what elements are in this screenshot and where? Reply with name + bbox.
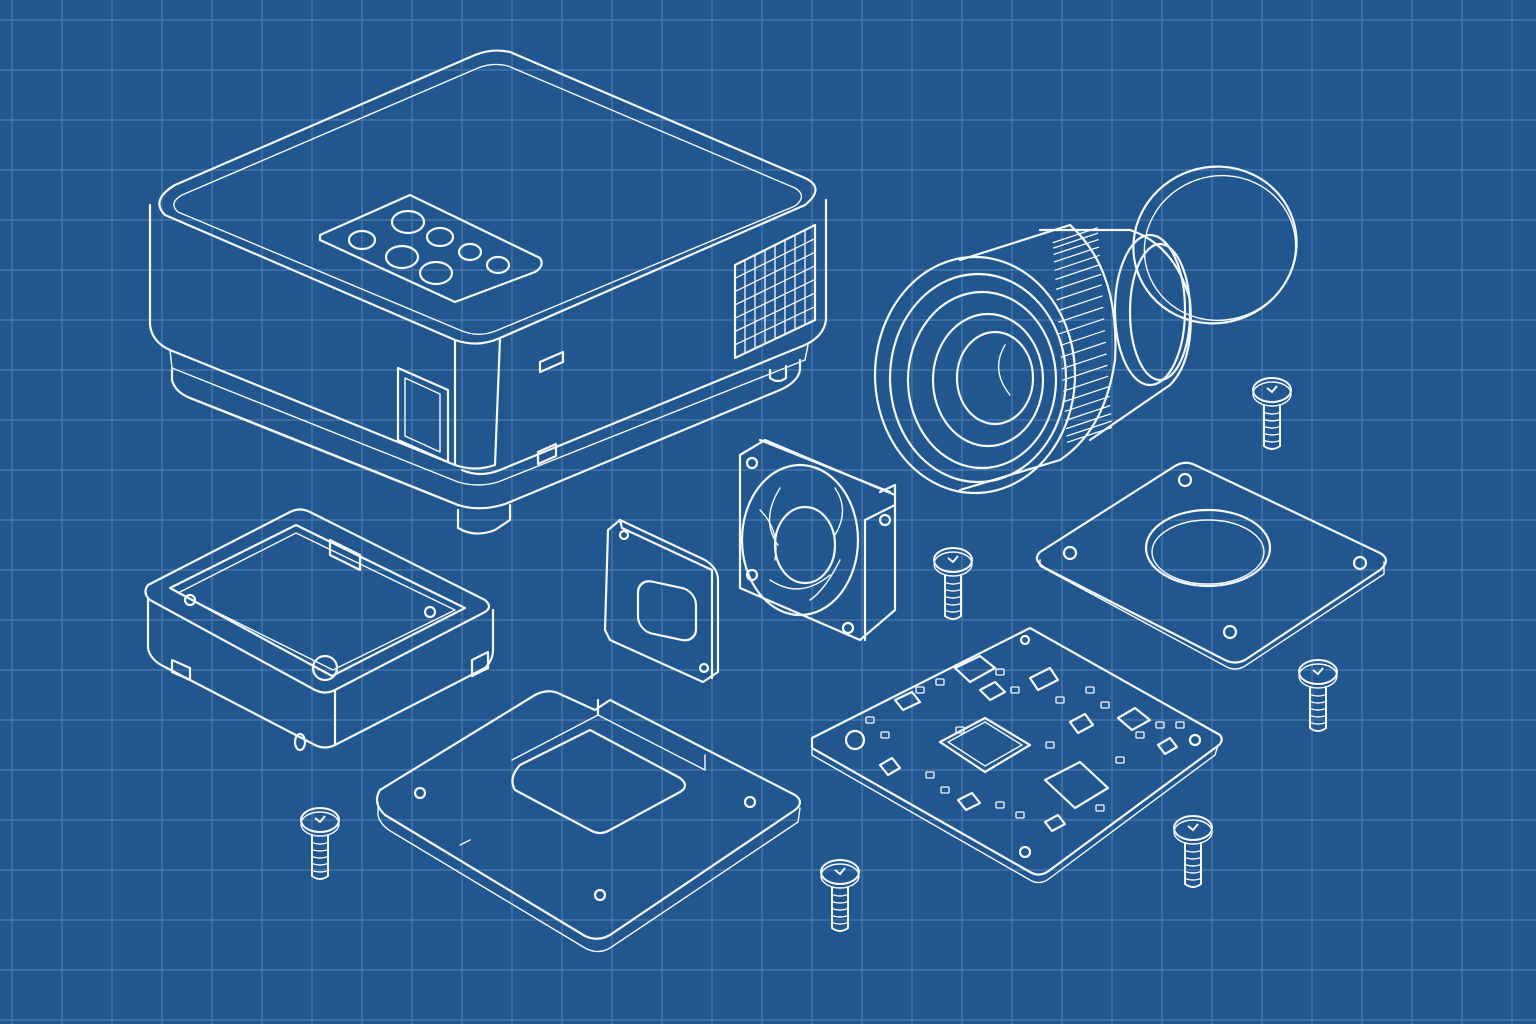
smd-component [995, 801, 1005, 809]
knurl-line [1053, 246, 1100, 263]
knurl-line [1065, 413, 1112, 430]
smd-component [880, 731, 890, 739]
knurl-line [1066, 420, 1112, 437]
smd-component [1055, 696, 1065, 704]
smd-component [1095, 804, 1105, 812]
knurl-line [1053, 238, 1099, 256]
knurl-line [1060, 341, 1107, 358]
knurl-line [1062, 364, 1108, 381]
base-plate [375, 690, 802, 953]
knurl-line [1052, 227, 1098, 244]
knurl-line [1064, 395, 1110, 413]
knurl-line [1058, 318, 1105, 335]
grille-bar [734, 278, 816, 319]
grille-bar [734, 292, 816, 333]
smd-component [995, 668, 1005, 676]
smd-component [1135, 731, 1145, 739]
smd-component [925, 771, 935, 779]
smd-component [1175, 721, 1185, 729]
screws [300, 377, 1338, 932]
knurl-line [1063, 386, 1110, 403]
smd-component [1015, 811, 1025, 819]
knurl-line [1055, 273, 1102, 290]
knurl-line [1059, 329, 1106, 347]
grille-bar [734, 265, 816, 306]
smd-component [1155, 721, 1165, 729]
cooling-fan [738, 438, 897, 642]
screw-icon [300, 807, 340, 880]
screw-icon [933, 547, 973, 620]
screw-icon [1173, 815, 1213, 888]
circuit-board [810, 626, 1223, 884]
knurl-line [1058, 306, 1104, 323]
bottom-frame [144, 508, 495, 752]
grille-bar [734, 306, 816, 346]
smd-component [915, 686, 925, 694]
smd-component [1115, 756, 1125, 764]
screw-icon [1252, 377, 1292, 450]
screw-icon [1298, 659, 1338, 732]
knurl-line [1055, 263, 1101, 281]
knurl-line [1061, 353, 1107, 370]
knurl-line [1065, 404, 1111, 422]
smd-component [1085, 686, 1095, 694]
smd-component [955, 726, 965, 734]
grille-bar [734, 238, 816, 279]
smd-component [1010, 686, 1020, 694]
optical-aperture-bracket [603, 518, 720, 684]
knurl-line [1052, 232, 1099, 249]
vent-grille [734, 230, 816, 354]
smd-component [935, 678, 945, 686]
smd-component [865, 716, 875, 724]
knurl-line [1056, 284, 1102, 301]
grille-bar [734, 251, 816, 293]
smd-component [1100, 701, 1110, 709]
smd-component [940, 786, 950, 794]
focus-ring-knurl [1052, 227, 1113, 444]
projector-body [148, 49, 828, 535]
lens-mount-plate [1035, 461, 1388, 670]
knurl-line [1057, 295, 1103, 312]
knurl-line [1066, 426, 1113, 444]
smd-component [1045, 741, 1055, 749]
lens-assembly [873, 165, 1298, 495]
knurl-line [1063, 375, 1109, 392]
screw-icon [820, 859, 860, 932]
pcb-components [865, 668, 1185, 819]
knurl-line [1054, 254, 1100, 271]
